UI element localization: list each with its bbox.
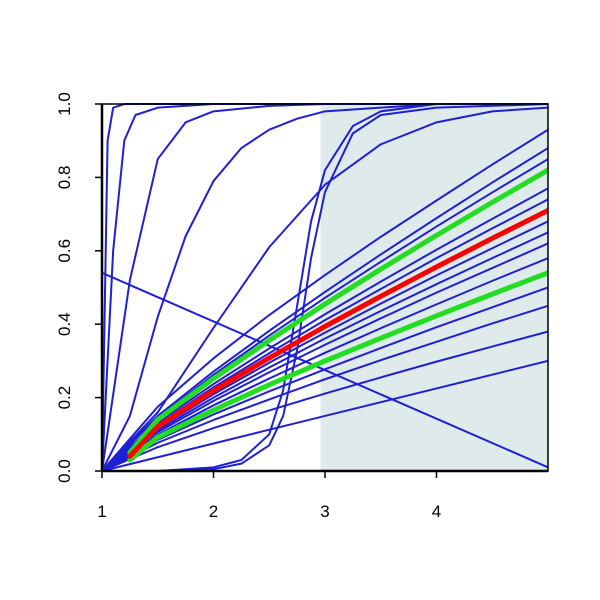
curve xyxy=(102,286,548,471)
y-tick-label: 0.2 xyxy=(55,386,74,410)
y-tick-label: 1.0 xyxy=(55,92,74,116)
curve xyxy=(127,167,548,456)
curve xyxy=(102,242,548,471)
curve xyxy=(102,359,548,471)
curve xyxy=(102,103,548,471)
y-tick-label: 0.8 xyxy=(55,166,74,190)
x-tick-label: 3 xyxy=(320,502,329,521)
x-tick-label: 1 xyxy=(97,502,106,521)
curve xyxy=(102,147,548,471)
curve xyxy=(102,103,548,471)
curve xyxy=(102,187,548,471)
curve xyxy=(102,304,548,471)
y-tick-label: 0.6 xyxy=(55,239,74,263)
curve xyxy=(102,257,548,471)
curve xyxy=(127,207,548,459)
curve xyxy=(102,106,548,471)
curve xyxy=(102,128,548,471)
curve xyxy=(102,330,548,471)
y-tick-label: 0.4 xyxy=(55,312,74,336)
curve xyxy=(127,270,548,463)
x-tick-label: 4 xyxy=(432,502,441,521)
y-tick-label: 0.0 xyxy=(55,459,74,483)
curve xyxy=(102,231,548,471)
x-tick-label: 2 xyxy=(209,502,218,521)
curve xyxy=(102,103,548,471)
